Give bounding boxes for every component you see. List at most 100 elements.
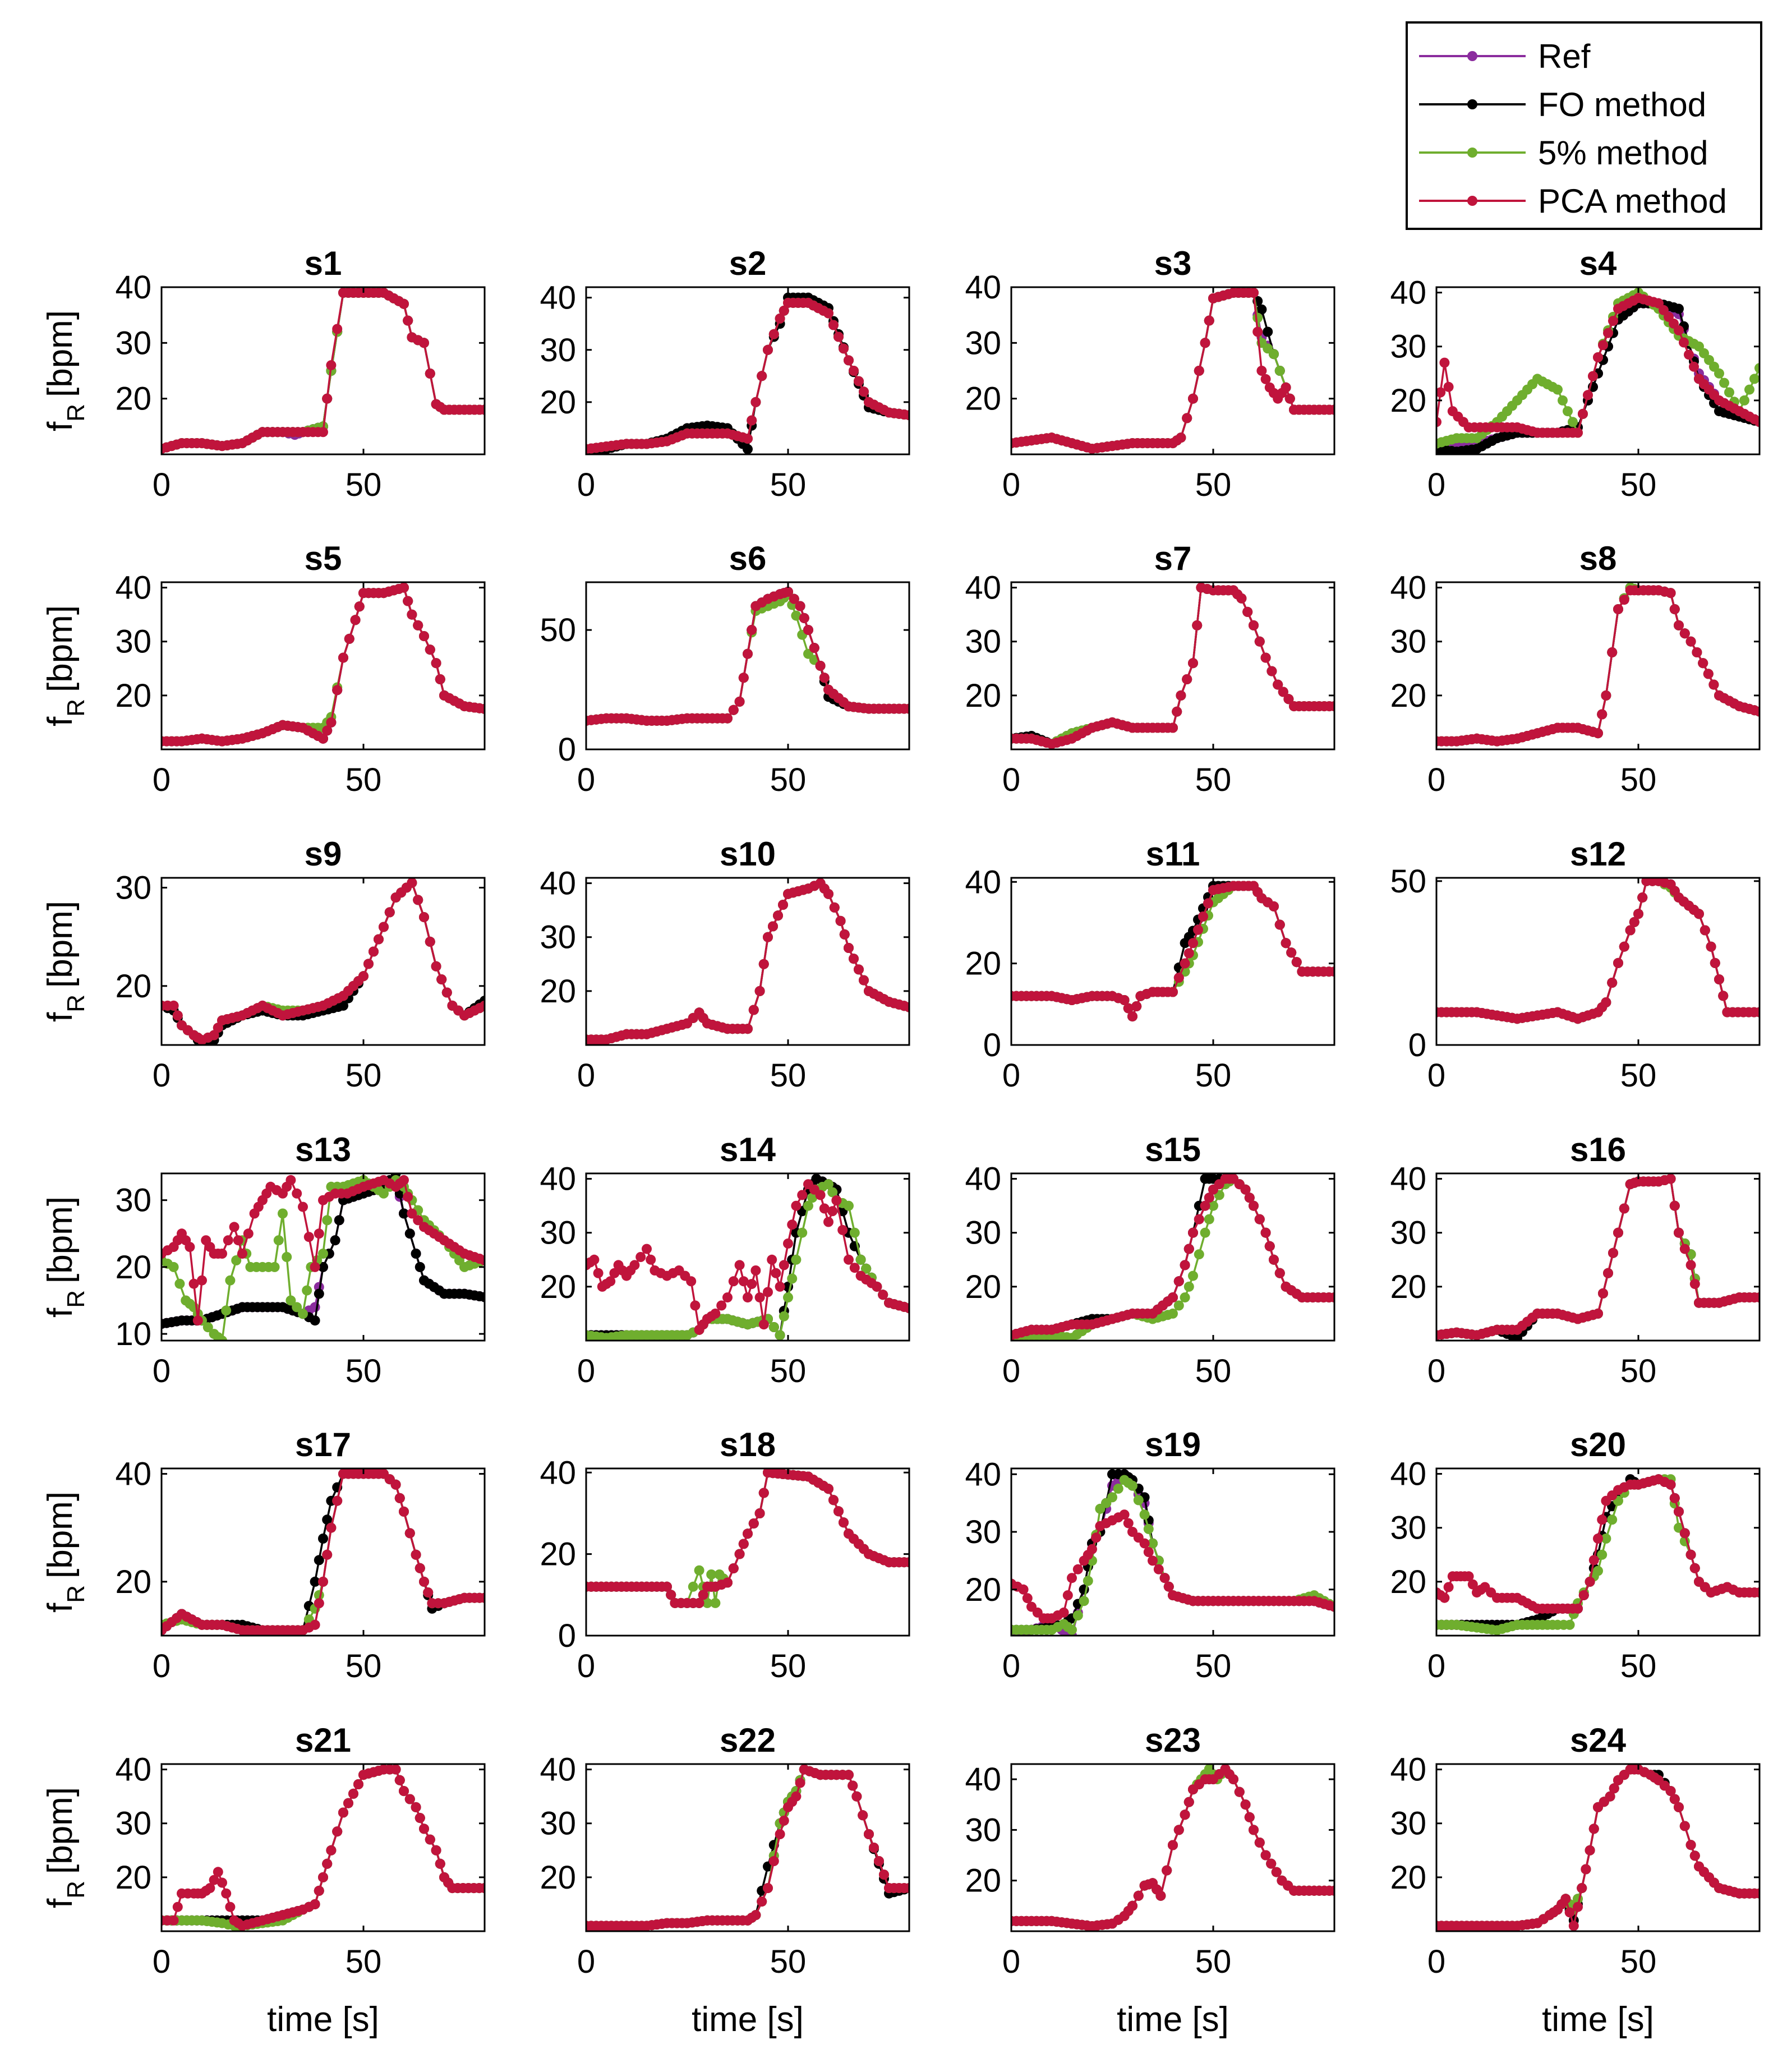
y-tick-label: 40 bbox=[1390, 275, 1426, 311]
data-point bbox=[1249, 287, 1259, 298]
data-point bbox=[1168, 1292, 1178, 1303]
data-point bbox=[292, 1302, 302, 1313]
legend-label: Ref bbox=[1538, 38, 1591, 75]
data-point bbox=[197, 1275, 207, 1286]
series-markers-pca bbox=[1436, 1173, 1760, 1341]
data-point bbox=[771, 1268, 781, 1278]
data-point bbox=[1264, 1241, 1275, 1251]
data-point bbox=[1633, 909, 1643, 919]
data-point bbox=[799, 613, 809, 623]
data-point bbox=[787, 1273, 798, 1284]
data-point bbox=[1286, 947, 1297, 958]
data-point bbox=[394, 1493, 405, 1503]
series-markers-pca bbox=[586, 297, 909, 454]
x-tick-label: 0 bbox=[1002, 467, 1020, 503]
data-point bbox=[1242, 606, 1253, 617]
legend-label: 5% method bbox=[1538, 134, 1708, 172]
series-markers-pca bbox=[162, 1175, 485, 1326]
data-point bbox=[904, 1303, 909, 1314]
data-point bbox=[332, 324, 343, 334]
data-point bbox=[221, 1305, 232, 1316]
data-point bbox=[1183, 1281, 1194, 1292]
data-point bbox=[1568, 417, 1578, 427]
x-tick-label: 0 bbox=[577, 762, 595, 798]
data-point bbox=[334, 1215, 344, 1226]
data-point bbox=[326, 717, 337, 727]
x-tick-label: 0 bbox=[1002, 1353, 1020, 1389]
series-markers-ref bbox=[1011, 287, 1334, 454]
data-point bbox=[1168, 722, 1178, 733]
x-tick-label: 50 bbox=[770, 467, 807, 503]
data-point bbox=[803, 625, 813, 636]
data-point bbox=[1278, 687, 1288, 697]
data-point bbox=[1706, 941, 1716, 952]
data-point bbox=[635, 1252, 646, 1262]
data-point bbox=[783, 1292, 793, 1303]
data-point bbox=[722, 1292, 733, 1303]
y-tick-label: 20 bbox=[115, 1249, 151, 1286]
data-point bbox=[1182, 674, 1192, 684]
series-markers-pca bbox=[1436, 878, 1760, 1024]
data-point bbox=[787, 1219, 798, 1230]
data-point bbox=[1601, 997, 1611, 1007]
data-point bbox=[1443, 381, 1454, 392]
data-point bbox=[1598, 340, 1608, 351]
data-point bbox=[642, 1244, 652, 1254]
data-point bbox=[795, 601, 805, 611]
data-point bbox=[1674, 325, 1684, 335]
series-line-five bbox=[1011, 292, 1334, 450]
data-point bbox=[399, 1506, 409, 1517]
data-point bbox=[1173, 973, 1184, 983]
data-point bbox=[354, 601, 365, 612]
data-point bbox=[605, 1276, 616, 1287]
data-point bbox=[298, 1309, 308, 1319]
data-point bbox=[1180, 1292, 1190, 1303]
data-point bbox=[1168, 987, 1178, 997]
axes-box bbox=[160, 877, 486, 1046]
data-point bbox=[1674, 303, 1684, 314]
data-point bbox=[1176, 432, 1186, 443]
data-point bbox=[743, 444, 753, 454]
data-point bbox=[322, 725, 333, 736]
data-point bbox=[213, 1023, 223, 1033]
data-point bbox=[747, 415, 757, 426]
data-point bbox=[743, 1292, 753, 1303]
data-point bbox=[1601, 690, 1611, 701]
axes-box bbox=[585, 1172, 910, 1342]
data-point bbox=[823, 308, 833, 319]
data-point bbox=[1669, 1200, 1680, 1211]
data-point bbox=[1256, 304, 1267, 315]
x-tick-label: 50 bbox=[346, 1057, 382, 1094]
y-axis-label-unit: [bpm] bbox=[41, 605, 80, 692]
data-point bbox=[292, 1188, 302, 1199]
data-point bbox=[285, 1175, 296, 1185]
y-axis-label-unit: [bpm] bbox=[41, 310, 80, 397]
data-point bbox=[1240, 1184, 1251, 1195]
data-point bbox=[1684, 349, 1694, 360]
data-point bbox=[431, 961, 441, 971]
data-point bbox=[629, 1260, 640, 1270]
x-tick-label: 50 bbox=[346, 1353, 382, 1389]
series-markers-ref bbox=[1436, 582, 1760, 747]
data-point bbox=[748, 1005, 759, 1015]
data-point bbox=[1194, 1214, 1204, 1224]
y-axis-label: fR[bpm] bbox=[41, 1491, 90, 1613]
data-point bbox=[1260, 374, 1271, 384]
data-point bbox=[854, 964, 864, 975]
y-axis-label-sub: R bbox=[62, 1290, 90, 1308]
data-point bbox=[1119, 995, 1130, 1005]
data-point bbox=[690, 1300, 701, 1311]
panel-title: s5 bbox=[305, 540, 342, 577]
data-point bbox=[1694, 909, 1704, 919]
data-point bbox=[229, 1222, 240, 1232]
y-tick-label: 40 bbox=[965, 1161, 1001, 1198]
x-tick-label: 50 bbox=[770, 1057, 807, 1094]
data-point bbox=[831, 1195, 842, 1206]
data-point bbox=[1204, 1192, 1214, 1203]
